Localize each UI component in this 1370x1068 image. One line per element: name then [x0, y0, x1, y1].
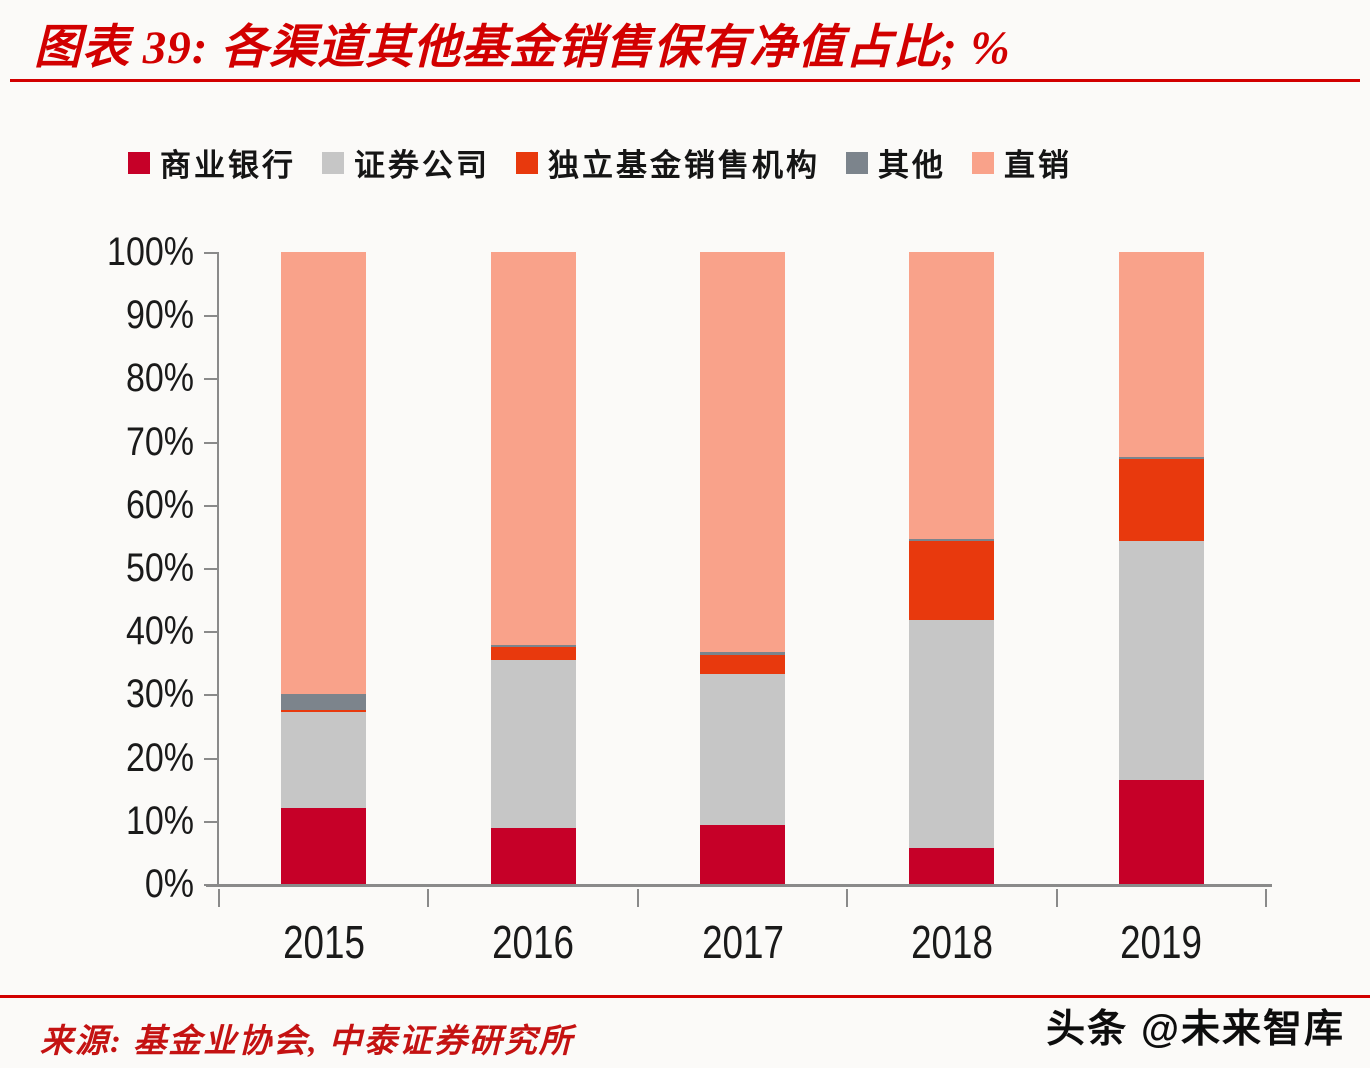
y-axis-tick [204, 568, 217, 570]
x-axis-tick [846, 889, 849, 907]
bar-2016 [490, 252, 576, 884]
title-divider [10, 79, 1360, 82]
legend-swatch-direct-sales [972, 151, 994, 174]
legend-label: 其他 [878, 148, 946, 183]
bar-segment-直销-2015 [281, 252, 367, 695]
x-axis-tick [636, 889, 639, 907]
bar-2017 [700, 252, 785, 884]
bar-segment-独立基金销售机构-2016 [490, 647, 576, 660]
bar-segment-独立基金销售机构-2018 [909, 540, 995, 620]
chart-legend: 商业银行 证券公司 独立基金销售机构 其他 直销 [128, 140, 1072, 185]
y-axis-label: 70% [125, 419, 194, 464]
bar-segment-其他-2017 [700, 652, 785, 655]
y-axis-tick [204, 441, 217, 444]
y-axis-label: 90% [125, 293, 194, 338]
source-note: 来源: 基金业协会, 中泰证券研究所 [40, 1024, 574, 1060]
x-axis-line [206, 884, 1272, 887]
y-axis-label: 100% [107, 230, 194, 274]
y-axis-tick [204, 757, 217, 760]
x-axis-tick [1265, 889, 1267, 907]
y-axis-label: 60% [125, 482, 194, 527]
bar-segment-独立基金销售机构-2017 [700, 654, 785, 674]
legend-item-commercial-banks: 商业银行 [128, 140, 296, 185]
bar-segment-商业银行-2015 [281, 808, 367, 884]
legend-label: 证券公司 [354, 148, 490, 183]
bar-segment-商业银行-2019 [1118, 779, 1204, 884]
footer-divider [0, 995, 1370, 998]
legend-swatch-commercial-banks [128, 151, 150, 174]
legend-item-securities-firms: 证券公司 [322, 140, 490, 185]
bar-segment-直销-2017 [700, 252, 785, 653]
bar-segment-商业银行-2018 [909, 847, 995, 884]
legend-item-others: 其他 [846, 140, 946, 185]
bar-segment-证券公司-2017 [700, 673, 785, 826]
bar-segment-证券公司-2018 [909, 619, 995, 848]
x-axis-label: 2018 [910, 916, 993, 968]
bar-segment-独立基金销售机构-2015 [281, 709, 367, 713]
legend-swatch-securities-firms [322, 151, 344, 174]
y-axis-tick [204, 884, 217, 886]
bar-segment-证券公司-2015 [281, 712, 367, 809]
bar-segment-其他-2016 [490, 645, 576, 647]
legend-label: 直销 [1004, 148, 1072, 183]
y-axis-tick [204, 631, 217, 634]
y-axis-tick [204, 504, 217, 507]
legend-item-direct-sales: 直销 [972, 140, 1072, 185]
y-axis-label: 40% [125, 609, 194, 654]
x-axis-label: 2015 [282, 916, 365, 968]
x-axis-tick [218, 889, 220, 907]
x-axis-tick [1055, 889, 1058, 907]
bar-segment-其他-2019 [1118, 456, 1204, 460]
stacked-bar-plot-area: 0% 10% 20% 30% 40% 50% 60% 70% 80% 90% 100% 2015 201… [107, 230, 1272, 968]
y-axis-tick [204, 694, 217, 697]
x-axis-tick [427, 889, 430, 907]
bar-segment-证券公司-2019 [1118, 540, 1204, 780]
legend-label: 独立基金销售机构 [548, 148, 820, 183]
bar-segment-其他-2015 [281, 694, 367, 710]
legend-item-independent-agencies: 独立基金销售机构 [516, 140, 820, 185]
page-title: 图表 39: 各渠道其他基金销售保有净值占比; % [34, 22, 1011, 74]
y-axis-label: 20% [125, 735, 194, 780]
x-axis-label: 2019 [1120, 916, 1203, 968]
bar-segment-直销-2018 [909, 252, 995, 539]
y-axis-tick [204, 315, 217, 318]
x-axis-label: 2017 [701, 916, 784, 968]
bar-2015 [281, 252, 367, 884]
bar-segment-直销-2019 [1118, 252, 1204, 457]
y-axis-label: 10% [125, 798, 194, 843]
bar-segment-直销-2016 [490, 252, 576, 646]
y-axis-tick [204, 820, 217, 823]
bar-segment-证券公司-2016 [490, 659, 576, 829]
y-axis-tick [204, 378, 217, 381]
bar-segment-其他-2018 [909, 538, 995, 541]
legend-swatch-independent-agencies [516, 151, 538, 174]
y-axis-label: 50% [125, 546, 194, 590]
y-axis-label: 30% [125, 672, 194, 717]
legend-label: 商业银行 [160, 148, 296, 183]
bar-2018 [909, 252, 995, 884]
x-axis-label: 2016 [492, 916, 575, 968]
legend-swatch-others [846, 151, 868, 174]
bar-2019 [1118, 252, 1204, 884]
y-axis-line [217, 252, 219, 887]
y-axis-tick [204, 252, 217, 254]
watermark: 头条 @未来智库 [1046, 1008, 1345, 1051]
y-axis-label: 0% [144, 862, 194, 906]
bar-segment-商业银行-2017 [700, 825, 785, 884]
y-axis-label: 80% [125, 356, 194, 401]
bar-segment-商业银行-2016 [490, 828, 576, 884]
bar-segment-独立基金销售机构-2019 [1118, 459, 1204, 541]
